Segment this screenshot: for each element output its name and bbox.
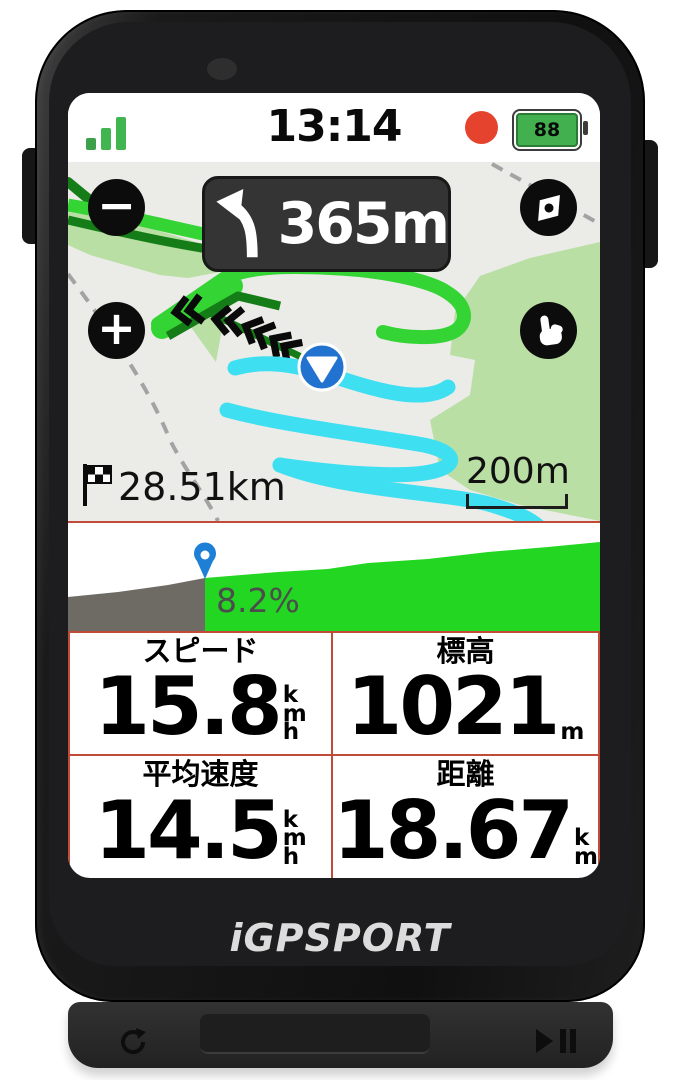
gradient-value: 8.2%: [216, 581, 300, 620]
elevation-upcoming-area: [205, 542, 600, 631]
turn-left-arrow-icon: [216, 189, 258, 258]
elevation-position-pin: [194, 542, 216, 579]
lap-button-icon[interactable]: [116, 1026, 150, 1058]
signal-strength-icon: [86, 117, 126, 150]
avg-speed-value: 14.5: [94, 783, 282, 877]
device-screen[interactable]: 13:14 88: [68, 93, 600, 878]
data-field-altitude[interactable]: 標高 1021 m: [332, 633, 598, 756]
elevation-passed-area: [68, 578, 205, 631]
touch-hand-icon: [539, 315, 563, 345]
altitude-unit: m: [560, 719, 585, 746]
elevation-chart: [68, 542, 600, 631]
track-cyan-upper: [227, 356, 456, 403]
turn-instruction-banner: 365m: [202, 176, 451, 272]
current-position-marker: [297, 342, 347, 392]
destination-distance: 28.51km: [82, 464, 286, 506]
map-view[interactable]: − +: [68, 162, 600, 521]
bike-computer-device: 13:14 88: [35, 10, 645, 1002]
mount-slot: [200, 1014, 430, 1054]
track-cyan-lower: [272, 457, 544, 521]
altitude-value: 1021: [346, 660, 561, 754]
map-scale: 200m: [466, 454, 570, 509]
start-pause-button-icon[interactable]: [536, 1028, 578, 1054]
compass-button[interactable]: [520, 179, 577, 236]
finish-flag-icon: [83, 464, 112, 506]
elevation-profile: 8.2%: [68, 521, 600, 633]
zoom-in-button[interactable]: +: [88, 302, 145, 359]
status-bar: 13:14 88: [68, 93, 600, 162]
speed-value: 15.8: [94, 660, 282, 754]
battery-icon: 88: [512, 109, 588, 151]
route-cluster-shadow: [165, 291, 282, 340]
clock-time: 13:14: [266, 101, 402, 152]
touch-lock-button[interactable]: [520, 302, 577, 359]
zoom-out-button[interactable]: −: [88, 179, 145, 236]
compass-icon: [537, 194, 560, 221]
route-cluster-thick: [151, 275, 243, 339]
track-cyan-mid: [219, 402, 459, 483]
device-mount: [68, 1002, 613, 1068]
battery-level: 88: [516, 113, 578, 147]
scale-bar: [466, 494, 568, 509]
brand-logo: iGPSPORT: [229, 916, 451, 960]
turn-distance: 365m: [277, 191, 450, 257]
light-sensor: [207, 58, 237, 80]
distance-value: 18.67: [332, 783, 574, 877]
recording-indicator-icon: [465, 111, 498, 144]
